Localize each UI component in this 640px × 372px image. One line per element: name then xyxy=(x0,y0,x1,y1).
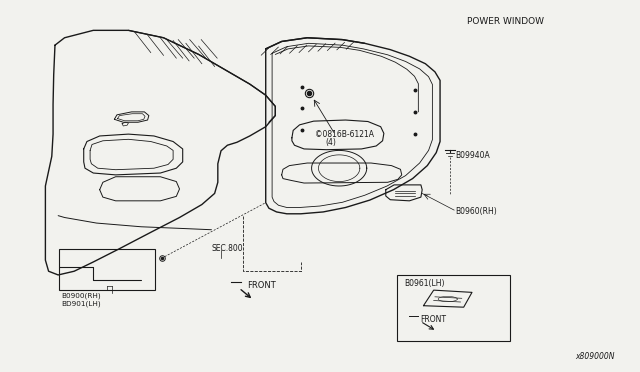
Text: FRONT: FRONT xyxy=(420,315,446,324)
Text: x809000N: x809000N xyxy=(575,352,614,361)
Text: SEC.800: SEC.800 xyxy=(211,244,243,253)
Text: ©0816B-6121A: ©0816B-6121A xyxy=(315,130,374,140)
Text: B09940A: B09940A xyxy=(456,151,490,160)
Text: B0961(LH): B0961(LH) xyxy=(404,279,445,288)
Bar xyxy=(60,249,156,290)
Text: (4): (4) xyxy=(325,138,336,147)
Text: POWER WINDOW: POWER WINDOW xyxy=(467,17,544,26)
Text: BD901(LH): BD901(LH) xyxy=(61,301,101,307)
Text: B0900(RH): B0900(RH) xyxy=(61,292,101,299)
Text: FRONT: FRONT xyxy=(247,281,276,290)
Text: B0960(RH): B0960(RH) xyxy=(456,208,497,217)
Bar xyxy=(397,275,510,341)
